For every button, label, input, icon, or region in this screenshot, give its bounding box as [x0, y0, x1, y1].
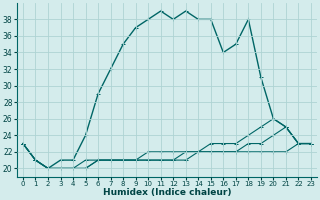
X-axis label: Humidex (Indice chaleur): Humidex (Indice chaleur): [103, 188, 231, 197]
